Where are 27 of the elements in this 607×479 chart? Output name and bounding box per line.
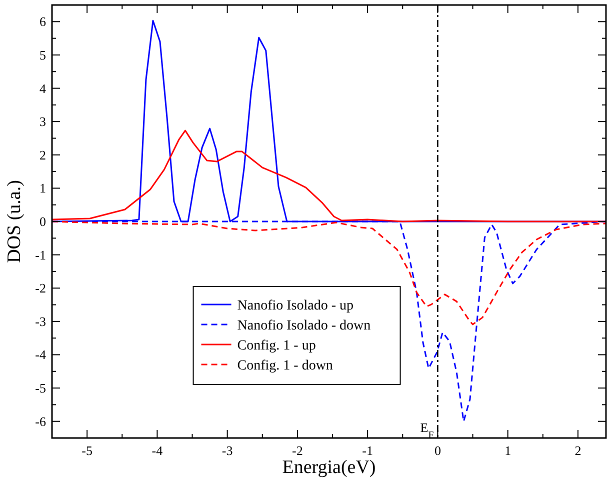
y-tick-label: -2 (35, 280, 46, 296)
y-tick-label: -5 (35, 380, 46, 396)
y-tick-label: -4 (35, 347, 46, 362)
y-axis-title: DOS (u.a.) (4, 180, 25, 263)
y-tick-label: -6 (35, 414, 46, 429)
x-tick-label: 1 (504, 443, 512, 458)
x-tick-label: -3 (222, 443, 233, 458)
x-tick-label: 2 (574, 443, 582, 458)
y-tick-label: 1 (40, 180, 46, 196)
x-tick-label: -1 (362, 443, 373, 458)
x-tick-label: -5 (82, 443, 92, 458)
y-tick-label: 2 (40, 147, 46, 162)
x-tick-label: 0 (434, 443, 441, 458)
legend-label: Nanofio Isolado - up (237, 298, 354, 314)
x-tick-label: -2 (292, 443, 303, 458)
legend-label: Config. 1 - down (237, 358, 333, 374)
y-tick-label: -1 (35, 247, 46, 262)
legend-label: Nanofio Isolado - down (237, 318, 371, 334)
y-tick-label: 0 (40, 214, 46, 229)
y-tick-label: -3 (35, 314, 46, 329)
x-axis-title: Energia(eV) (282, 457, 376, 478)
y-tick-label: 3 (40, 114, 46, 130)
x-tick-label: -4 (152, 443, 164, 458)
legend-label: Config. 1 - up (237, 338, 316, 354)
y-tick-label: 5 (40, 47, 46, 62)
y-tick-label: 6 (40, 14, 46, 30)
y-tick-label: 4 (40, 80, 46, 96)
